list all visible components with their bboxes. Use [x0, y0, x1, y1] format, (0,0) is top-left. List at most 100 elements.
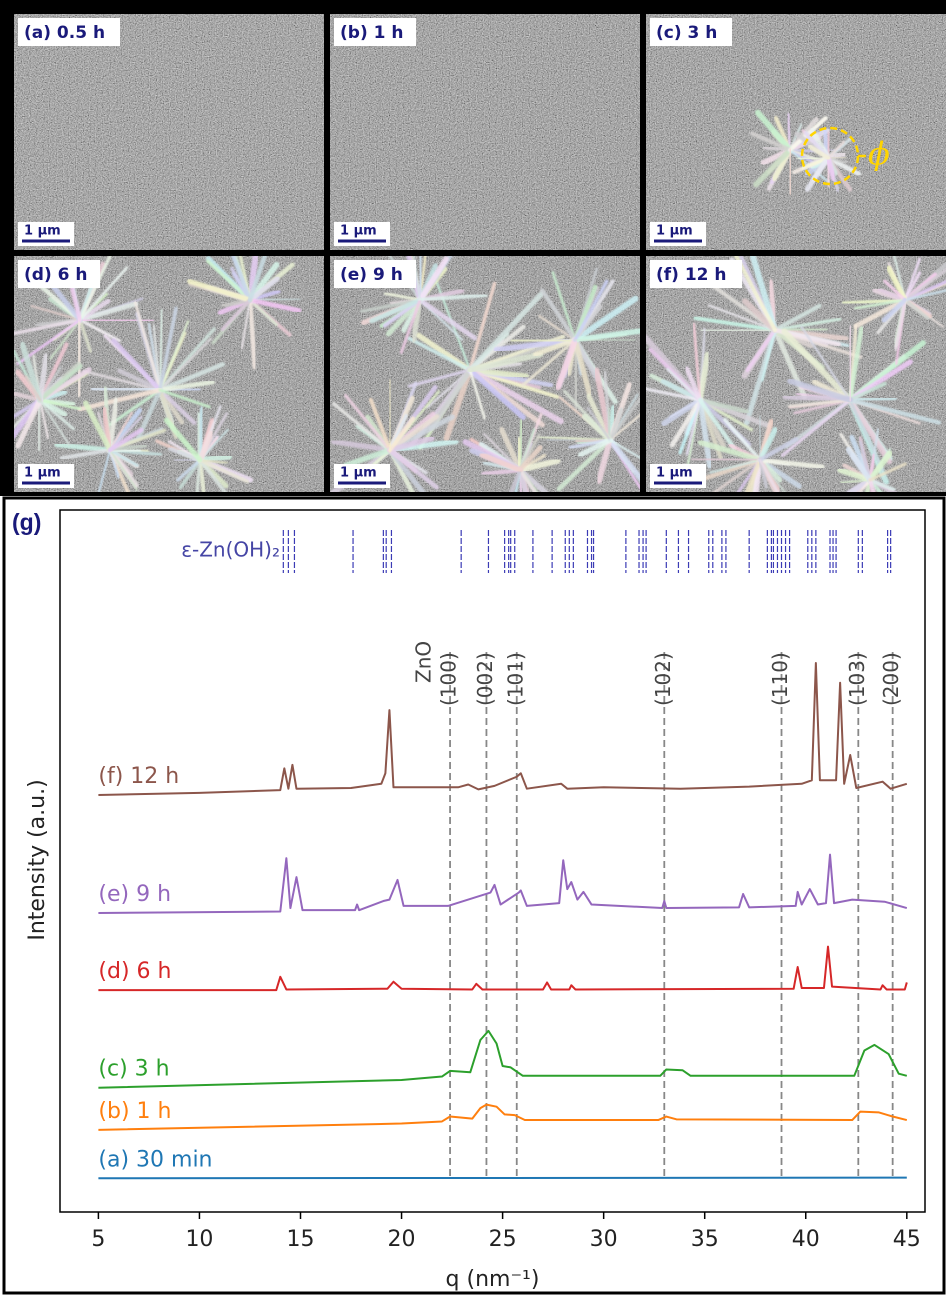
phase-label: ε-Zn(OH)₂ — [181, 538, 280, 562]
nanorod — [343, 393, 392, 452]
nanorod — [163, 417, 203, 463]
nanorod — [158, 308, 164, 392]
nanorod — [903, 267, 946, 302]
x-tick-label: 25 — [489, 1227, 517, 1252]
nanorod — [707, 304, 777, 332]
nanorod — [467, 291, 544, 373]
nanorod — [846, 477, 873, 492]
nanorod — [878, 288, 907, 302]
nanorod — [825, 155, 837, 182]
nanorod — [498, 426, 523, 473]
nanorod — [572, 337, 593, 397]
y-axis-label: Intensity (a.u.) — [25, 779, 50, 940]
nanorod — [108, 443, 148, 452]
nanorod — [369, 297, 423, 324]
series-line — [98, 945, 908, 992]
nanorod — [515, 436, 523, 473]
nanorod — [572, 295, 639, 343]
nanorod — [749, 256, 778, 333]
nanorod — [220, 298, 252, 332]
nanorod — [556, 437, 613, 492]
series-label: (d) 6 h — [98, 959, 171, 984]
nanorod — [540, 288, 578, 343]
nanorod — [538, 314, 577, 342]
nanorod — [745, 328, 777, 372]
nanorod — [608, 407, 624, 442]
nanorod — [198, 458, 228, 492]
nanorod — [38, 364, 83, 402]
nanorod — [607, 437, 640, 483]
nanorod — [760, 328, 777, 382]
nanorod — [787, 378, 853, 403]
nanorod — [14, 391, 43, 403]
nanorod — [248, 298, 279, 327]
x-tick-label: 10 — [185, 1227, 213, 1252]
nanorod — [35, 397, 43, 452]
nanorod — [78, 266, 129, 322]
nanorod — [847, 326, 864, 403]
label-box — [650, 18, 732, 46]
nanorod — [97, 448, 112, 492]
annotation: ϕ — [868, 135, 890, 173]
sem-panels: (a) 0.5 h 1 μm (b) 1 h 1 μm (c) 3 h 1 μm ϕ (d) … — [14, 14, 946, 492]
series-label: (e) 9 h — [98, 882, 171, 907]
nanorod — [37, 342, 69, 403]
nanorod — [858, 478, 872, 492]
nanorod — [417, 297, 477, 341]
nanorod — [586, 406, 612, 442]
sem-texture — [14, 14, 324, 250]
nanorod — [668, 398, 702, 418]
x-tick-label: 20 — [388, 1227, 416, 1252]
x-tick-label: 5 — [91, 1227, 105, 1252]
nanorod — [572, 328, 640, 343]
nanorod — [518, 468, 538, 492]
nanorod — [608, 397, 640, 442]
nanorod — [158, 337, 213, 392]
panel-label: (b) 1 h — [340, 23, 403, 43]
scale-label: 1 μm — [24, 466, 61, 481]
reference-label: (110) — [768, 652, 792, 706]
nanorod — [804, 155, 831, 192]
nanorod — [197, 406, 205, 463]
nanorod — [443, 367, 473, 442]
nanorod — [467, 367, 526, 420]
nanorod — [772, 303, 822, 333]
nanorod — [30, 304, 82, 322]
nanorod — [14, 318, 82, 336]
chart-frame — [2, 496, 946, 1295]
nanorod — [807, 144, 831, 161]
nanorod — [467, 367, 530, 380]
nanorod — [744, 457, 763, 492]
nanorod — [247, 297, 258, 370]
nanorod — [555, 337, 578, 391]
nanorod — [781, 328, 853, 403]
nanorod — [903, 298, 930, 320]
nanorod — [868, 478, 883, 492]
series-line — [98, 1176, 907, 1180]
nanorod — [903, 289, 946, 302]
nanorod — [837, 467, 873, 483]
nanorod — [195, 458, 202, 492]
nanorod — [573, 279, 609, 342]
nanorod — [176, 458, 202, 482]
nanorod — [417, 293, 488, 303]
nanorod — [107, 427, 144, 453]
sem-texture — [330, 14, 640, 250]
nanorod — [697, 397, 737, 450]
nanorod — [77, 387, 163, 412]
nanorod — [59, 447, 113, 461]
nanorod — [15, 397, 43, 449]
reference-label: (101) — [503, 652, 527, 706]
sem-image — [14, 14, 324, 250]
nanorod — [691, 457, 762, 462]
x-tick-label: 45 — [893, 1227, 921, 1252]
scale-label: 1 μm — [340, 466, 377, 481]
nanorod — [666, 367, 702, 402]
nanorod — [510, 337, 578, 344]
nanorod — [754, 109, 793, 153]
label-box — [334, 18, 416, 46]
nanorod — [551, 271, 577, 342]
scale-label: 1 μm — [340, 224, 377, 239]
nanorod — [757, 457, 825, 470]
